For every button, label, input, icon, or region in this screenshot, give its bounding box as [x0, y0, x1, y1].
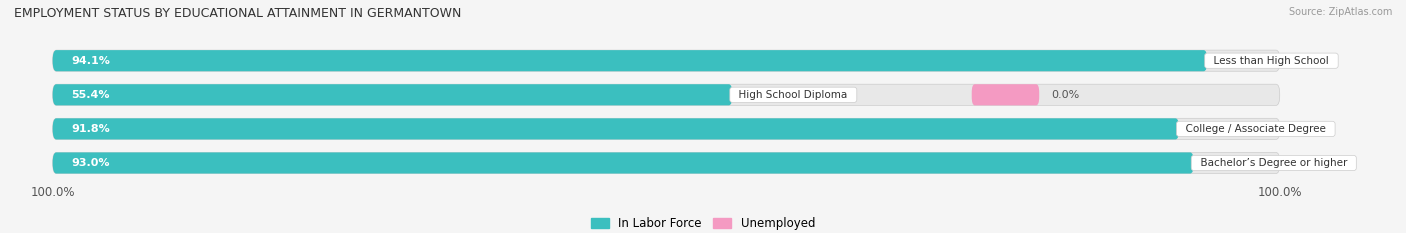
Text: 0.0%: 0.0%	[1052, 90, 1080, 100]
FancyBboxPatch shape	[52, 50, 1208, 71]
Text: 91.8%: 91.8%	[72, 124, 110, 134]
Text: EMPLOYMENT STATUS BY EDUCATIONAL ATTAINMENT IN GERMANTOWN: EMPLOYMENT STATUS BY EDUCATIONAL ATTAINM…	[14, 7, 461, 20]
FancyBboxPatch shape	[52, 152, 1194, 174]
Text: Source: ZipAtlas.com: Source: ZipAtlas.com	[1288, 7, 1392, 17]
Text: Less than High School: Less than High School	[1208, 56, 1336, 66]
FancyBboxPatch shape	[52, 118, 1279, 140]
Text: 94.1%: 94.1%	[72, 56, 110, 66]
FancyBboxPatch shape	[52, 152, 1279, 174]
FancyBboxPatch shape	[972, 84, 1039, 105]
Text: Bachelor’s Degree or higher: Bachelor’s Degree or higher	[1194, 158, 1354, 168]
Text: 93.0%: 93.0%	[72, 158, 110, 168]
Text: High School Diploma: High School Diploma	[733, 90, 855, 100]
FancyBboxPatch shape	[52, 84, 1279, 105]
FancyBboxPatch shape	[52, 84, 733, 105]
Text: 55.4%: 55.4%	[72, 90, 110, 100]
FancyBboxPatch shape	[52, 118, 1180, 140]
Legend: In Labor Force, Unemployed: In Labor Force, Unemployed	[586, 212, 820, 233]
Text: College / Associate Degree: College / Associate Degree	[1180, 124, 1333, 134]
FancyBboxPatch shape	[52, 50, 1279, 71]
